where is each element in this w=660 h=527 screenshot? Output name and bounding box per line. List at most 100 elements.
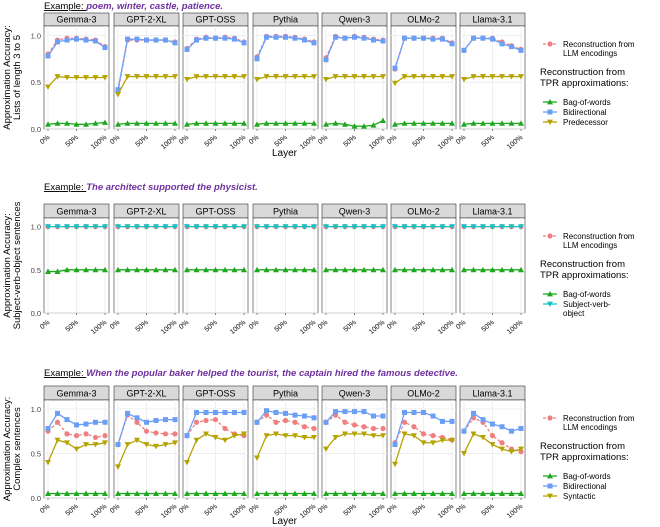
example-prefix: Example: xyxy=(44,182,86,193)
data-point xyxy=(402,35,408,41)
data-point xyxy=(83,37,89,43)
data-point xyxy=(449,418,455,424)
data-point xyxy=(430,413,436,419)
data-point xyxy=(461,47,467,53)
x-tick-label: 100% xyxy=(299,319,317,336)
x-tick-label: 100% xyxy=(229,134,247,151)
data-point xyxy=(102,419,108,425)
x-tick-label: 50% xyxy=(412,134,427,148)
data-point xyxy=(508,266,515,273)
panel-title: OLMo-2 xyxy=(407,207,440,217)
data-point xyxy=(370,122,377,128)
data-point xyxy=(461,224,467,230)
data-point xyxy=(73,446,80,452)
data-point xyxy=(490,421,495,427)
data-point xyxy=(231,74,238,80)
data-point xyxy=(351,431,358,437)
data-point xyxy=(125,36,131,42)
x-tick-label: 100% xyxy=(437,503,455,520)
data-point xyxy=(292,224,299,230)
data-point xyxy=(153,266,160,273)
data-point xyxy=(92,419,98,425)
data-point xyxy=(184,46,190,52)
panel-title: Llama-3.1 xyxy=(472,207,512,217)
legend-marker xyxy=(547,483,553,489)
data-point xyxy=(64,37,70,43)
data-point xyxy=(193,120,200,126)
data-point xyxy=(332,224,339,230)
x-tick-label: 0% xyxy=(455,503,467,515)
data-point xyxy=(311,74,317,80)
data-point xyxy=(380,38,386,44)
data-point xyxy=(341,121,348,127)
data-point xyxy=(153,120,160,126)
panel-title: GPT-OSS xyxy=(195,389,235,399)
data-point xyxy=(392,442,398,448)
data-point xyxy=(380,413,386,419)
data-point xyxy=(401,431,408,437)
data-point xyxy=(45,53,51,59)
data-point xyxy=(489,224,496,230)
legend-marker xyxy=(547,233,553,239)
data-point xyxy=(143,490,150,496)
example-line: Example: The architect supported the phy… xyxy=(44,182,258,193)
data-point xyxy=(508,74,515,80)
data-point xyxy=(184,76,190,83)
data-point xyxy=(323,224,329,230)
data-point xyxy=(254,56,260,62)
legend-marker xyxy=(547,109,553,115)
data-point xyxy=(124,74,131,80)
x-tick-label: 50% xyxy=(204,503,219,517)
data-point xyxy=(392,490,398,496)
data-point xyxy=(184,433,190,439)
data-point xyxy=(361,224,368,230)
data-point xyxy=(193,437,200,444)
data-point xyxy=(361,266,368,273)
data-point xyxy=(55,410,61,416)
data-point xyxy=(273,409,279,415)
data-point xyxy=(144,419,149,425)
data-point xyxy=(92,38,98,44)
data-point xyxy=(499,446,506,452)
legend-series-label: Bag-of-words xyxy=(563,290,611,299)
data-point xyxy=(499,490,506,496)
x-tick-label: 100% xyxy=(160,134,178,151)
data-point xyxy=(311,120,317,126)
data-point xyxy=(241,40,247,46)
data-point xyxy=(518,426,524,432)
x-tick-label: 0% xyxy=(248,134,260,146)
data-point xyxy=(45,268,51,274)
data-point xyxy=(499,424,505,430)
data-point xyxy=(490,36,495,42)
y-tick-label: 0.5 xyxy=(31,266,41,275)
data-point xyxy=(54,224,61,230)
data-point xyxy=(311,266,317,273)
data-point xyxy=(203,35,209,41)
x-tick-label: 100% xyxy=(506,503,524,520)
data-point xyxy=(508,490,515,496)
data-point xyxy=(162,37,168,43)
data-point xyxy=(332,74,339,80)
data-point xyxy=(461,428,467,434)
data-point xyxy=(202,431,209,437)
data-point xyxy=(518,266,524,273)
data-point xyxy=(73,433,80,439)
data-point xyxy=(518,224,524,230)
legend-marker xyxy=(547,301,553,307)
data-point xyxy=(430,224,437,230)
y-axis-label: Approximation Accuracy: xyxy=(2,397,13,502)
data-point xyxy=(172,490,178,496)
data-point xyxy=(410,266,417,273)
data-point xyxy=(254,455,260,461)
data-point xyxy=(401,266,408,273)
data-point xyxy=(162,417,168,423)
x-tick-label: 0% xyxy=(317,503,329,515)
data-point xyxy=(499,41,505,47)
x-tick-label: 50% xyxy=(65,319,80,333)
data-point xyxy=(153,417,159,423)
y-tick-label: 0.0 xyxy=(31,494,41,503)
data-point xyxy=(380,425,386,432)
data-point xyxy=(254,121,260,127)
data-point xyxy=(333,34,339,40)
